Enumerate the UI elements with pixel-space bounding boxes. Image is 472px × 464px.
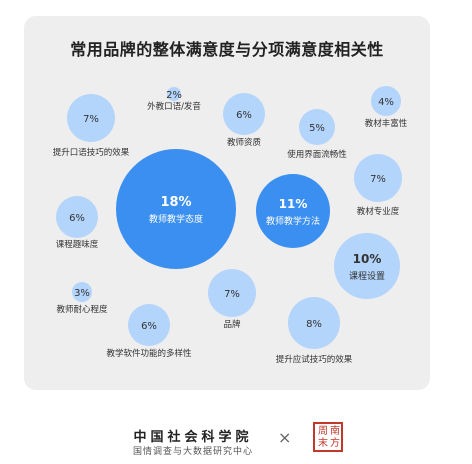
bubble-circle (288, 297, 340, 349)
bubble-value-label: 5% (309, 123, 325, 134)
bubble-category-label: 教学软件功能的多样性 (106, 348, 192, 359)
bubble-category-label: 教师教学方法 (266, 215, 320, 227)
bubble-5: 18% 教师教学态度 (116, 149, 236, 269)
bubble-value-label: 2% (166, 90, 182, 101)
bubble-12: 6% 教学软件功能的多样性 (106, 304, 192, 359)
bubble-value-label: 8% (306, 319, 322, 330)
bubble-3: 5% 使用界面流畅性 (287, 109, 347, 160)
bubble-category-label: 使用界面流畅性 (287, 149, 347, 160)
bubble-value-label: 4% (378, 97, 394, 108)
bubble-0: 2%外教口语/发音 (147, 87, 201, 112)
bubble-circle (354, 154, 402, 202)
chart-title: 常用品牌的整体满意度与分项满意度相关性 (70, 40, 384, 59)
bubble-1: 7% 提升口语技巧的效果 (53, 94, 130, 158)
bubble-circle (299, 109, 335, 145)
bubble-category-label: 课程设置 (349, 271, 385, 282)
partner-seal-logo: 周 南 末 方 (313, 422, 343, 452)
bubble-value-label: 6% (236, 110, 252, 121)
bubble-category-label: 教材专业度 (357, 206, 400, 217)
bubble-category-label: 提升口语技巧的效果 (53, 147, 130, 158)
bubble-category-label: 课程趣味度 (56, 239, 99, 250)
bubble-circle (67, 94, 115, 142)
bubble-circle (223, 93, 265, 135)
bubble-circle (256, 174, 330, 248)
bubble-category-label: 教师资质 (227, 137, 262, 148)
bubble-category-label: 外教口语/发音 (147, 101, 201, 112)
bubble-13: 8% 提升应试技巧的效果 (276, 297, 353, 365)
bubble-8: 6% 课程趣味度 (56, 196, 99, 250)
bubble-circle (167, 87, 181, 101)
bubble-7: 7% 教材专业度 (354, 154, 402, 217)
bubble-value-label: 18% (160, 195, 191, 210)
bubble-circle (128, 304, 170, 346)
bubble-value-label: 3% (74, 288, 90, 299)
bubble-value-label: 7% (224, 289, 240, 300)
bubble-circle (116, 149, 236, 269)
bubble-category-label: 品牌 (223, 319, 241, 330)
footer-org-subtitle: 国情调查与大数据研究中心 (132, 447, 253, 457)
bubble-circle (72, 282, 92, 302)
footer-org-name: 中国社会科学院 (133, 430, 253, 445)
bubble-value-label: 7% (370, 174, 386, 185)
bubble-11: 7% 品牌 (208, 269, 256, 330)
bubble-category-label: 教材丰富性 (365, 118, 408, 129)
bubble-circle (371, 86, 401, 116)
bubble-10: 3% 教师耐心程度 (56, 282, 108, 315)
bubble-value-label: 7% (83, 114, 99, 125)
bubble-2: 6% 教师资质 (223, 93, 265, 148)
bubble-value-label: 11% (279, 197, 308, 211)
bubble-value-label: 10% (353, 252, 382, 266)
footer-times-sign: × (278, 428, 292, 447)
bubble-category-label: 教师耐心程度 (56, 304, 108, 315)
bubble-category-label: 教师教学态度 (149, 213, 203, 225)
bubble-6: 11% 教师教学方法 (256, 174, 330, 248)
bubble-circle (56, 196, 98, 238)
bubble-value-label: 6% (141, 321, 157, 332)
bubble-circle (208, 269, 256, 317)
bubble-4: 4% 教材丰富性 (365, 86, 408, 129)
bubble-9: 10% 课程设置 (334, 233, 400, 299)
bubble-circle (334, 233, 400, 299)
bubble-category-label: 提升应试技巧的效果 (276, 354, 353, 365)
bubble-value-label: 6% (69, 213, 85, 224)
